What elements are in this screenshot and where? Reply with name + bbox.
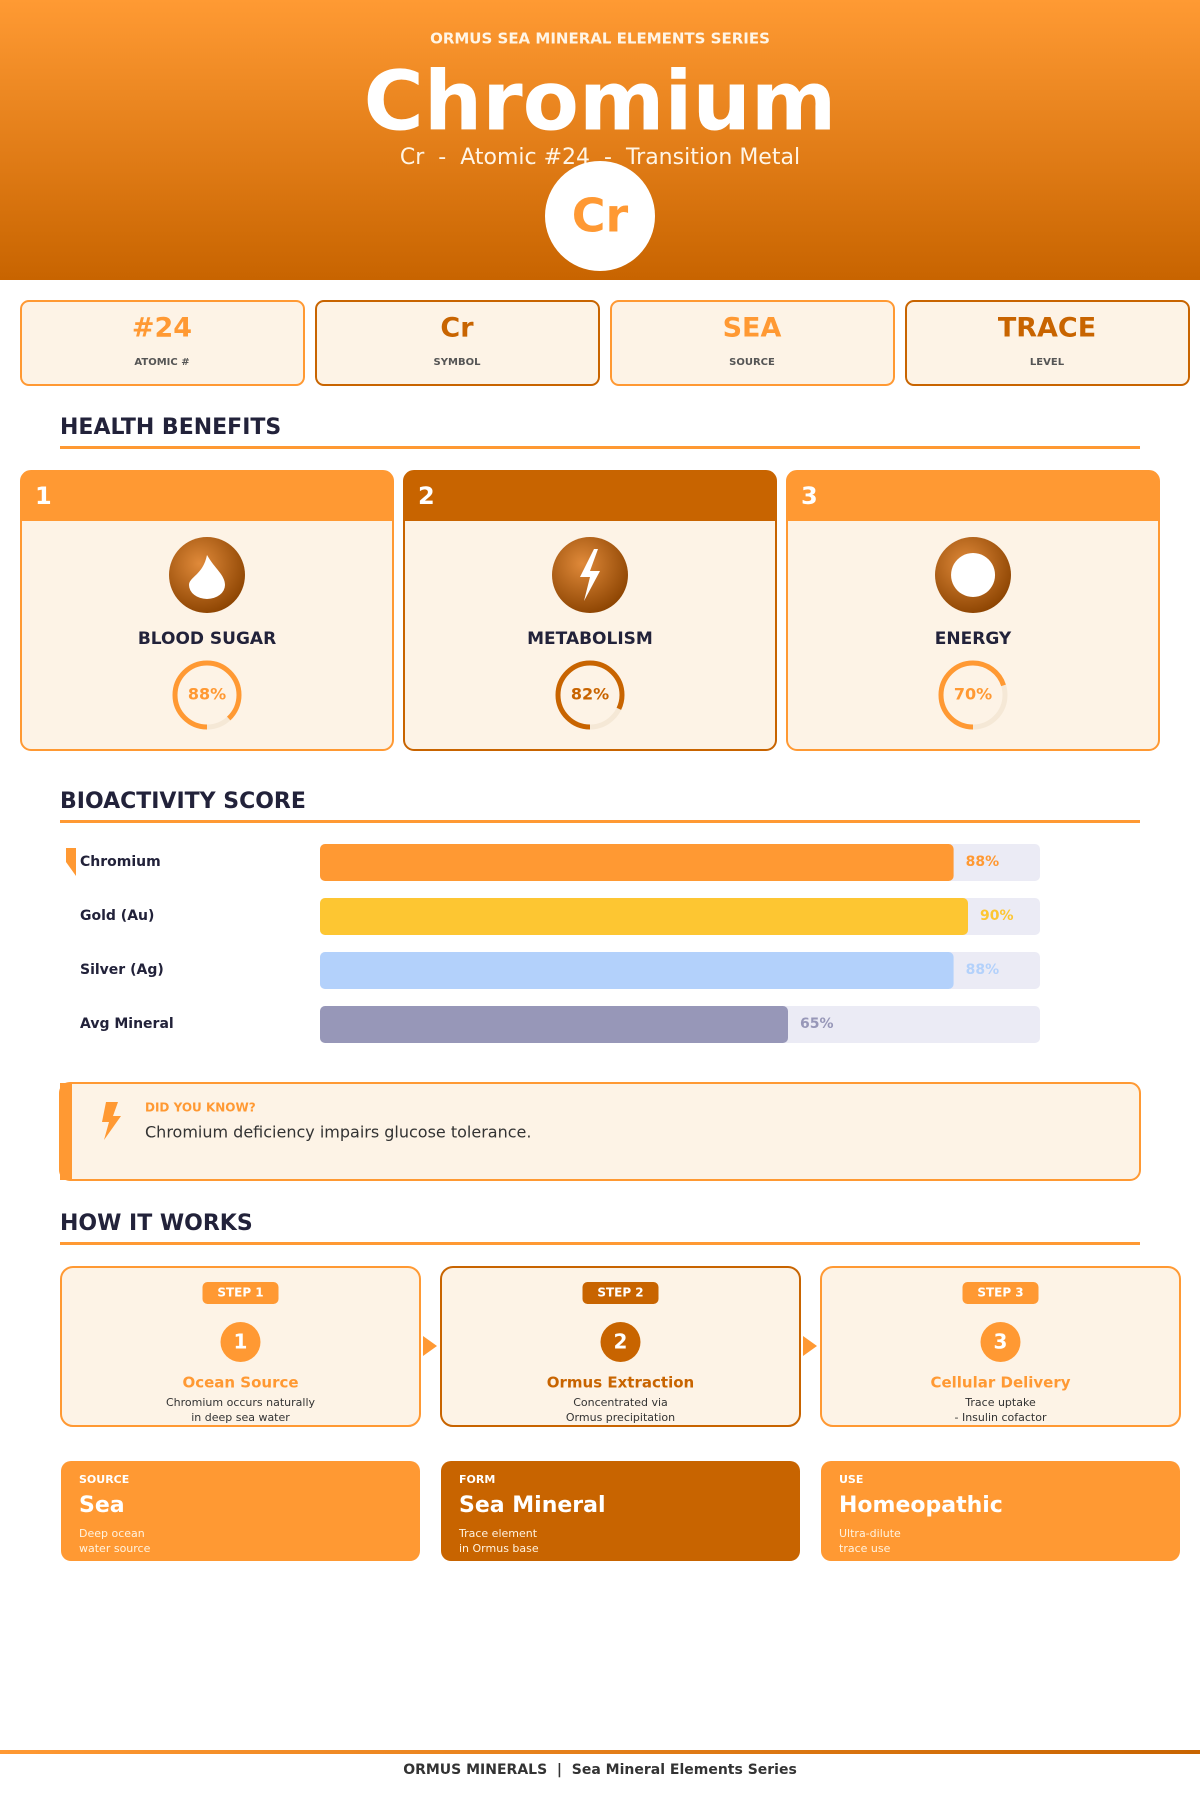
ring-label: 70% <box>954 685 992 704</box>
step-badge-text: STEP 3 <box>977 1286 1023 1300</box>
section-underline <box>60 446 1140 449</box>
info-card-text: water source <box>79 1542 151 1555</box>
info-card-value: Homeopathic <box>839 1493 1003 1518</box>
stat-label: LEVEL <box>1030 357 1065 368</box>
info-card-text: trace use <box>839 1542 891 1555</box>
step-badge <box>962 1282 1039 1304</box>
step-badge <box>582 1282 659 1304</box>
info-card-text: Trace element <box>458 1527 538 1540</box>
section-underline <box>60 1242 1140 1245</box>
step-arrow <box>803 1336 817 1356</box>
symbol-badge <box>545 161 655 271</box>
benefit-header <box>21 471 393 521</box>
ring-value <box>172 660 242 730</box>
stat-value: TRACE <box>998 313 1096 344</box>
step-badge-text: STEP 2 <box>597 1286 643 1300</box>
bar-label: Silver (Ag) <box>80 962 164 978</box>
info-card-label: FORM <box>459 1473 495 1486</box>
section-title: HOW IT WORKS <box>60 1211 253 1236</box>
step-circle <box>600 1322 641 1362</box>
bar-value-label: 88% <box>966 854 1000 870</box>
highlight-marker <box>66 848 76 876</box>
ring-label: 82% <box>571 685 609 704</box>
step-title: Ormus Extraction <box>547 1374 694 1392</box>
stat-label: SOURCE <box>729 357 775 368</box>
step-circle <box>220 1322 261 1362</box>
step-title: Cellular Delivery <box>930 1374 1070 1392</box>
stat-box <box>905 300 1190 386</box>
step-number: 1 <box>234 1330 248 1354</box>
bar-value-label: 65% <box>800 1016 834 1032</box>
symbol-badge-text: Cr <box>572 189 629 243</box>
info-card-text: Ultra-dilute <box>839 1527 901 1540</box>
step-arrow <box>423 1336 437 1356</box>
fact-accent <box>60 1083 72 1180</box>
step-number: 3 <box>994 1330 1008 1354</box>
stat-value: #24 <box>132 313 192 344</box>
info-card-value: Sea Mineral <box>459 1493 606 1518</box>
footer-line <box>0 1750 1200 1754</box>
benefit-name: METABOLISM <box>527 629 653 649</box>
step-text: Chromium occurs naturally <box>166 1396 316 1409</box>
benefit-icon-glyph <box>189 555 225 599</box>
benefit-name: ENERGY <box>935 629 1012 649</box>
bar <box>320 898 968 935</box>
step-circle <box>980 1322 1021 1362</box>
bar <box>320 1006 788 1043</box>
bar-label: Gold (Au) <box>80 908 154 924</box>
stat-box <box>610 300 895 386</box>
fact-icon <box>102 1102 121 1140</box>
stat-box <box>20 300 305 386</box>
step-text: Ormus precipitation <box>566 1411 675 1424</box>
section-title: HEALTH BENEFITS <box>60 415 281 440</box>
info-card-text: in Ormus base <box>459 1542 539 1555</box>
element-title: Chromium <box>364 54 837 149</box>
info-card-value: Sea <box>79 1493 125 1518</box>
benefit-icon-glyph <box>580 549 600 601</box>
bar <box>320 844 954 881</box>
benefit-header <box>787 471 1159 521</box>
info-card <box>821 1461 1180 1561</box>
bar-value-label: 90% <box>980 908 1014 924</box>
bar <box>320 952 954 989</box>
ring-value <box>938 660 1008 730</box>
step-number: 2 <box>614 1330 628 1354</box>
benefit-number: 3 <box>801 482 818 510</box>
section-title: BIOACTIVITY SCORE <box>60 789 306 814</box>
stat-label: ATOMIC # <box>134 357 189 368</box>
section-underline <box>60 820 1140 823</box>
step-text: - Insulin cofactor <box>955 1411 1047 1424</box>
fact-title: DID YOU KNOW? <box>145 1101 256 1115</box>
ring-value <box>555 660 625 730</box>
step-text: Trace uptake <box>964 1396 1036 1409</box>
step-text: Concentrated via <box>573 1396 668 1409</box>
benefit-number: 2 <box>418 482 435 510</box>
info-card-label: USE <box>839 1473 863 1486</box>
bar-label: Chromium <box>80 854 161 870</box>
step-badge <box>202 1282 279 1304</box>
stat-box <box>315 300 600 386</box>
stat-value: Cr <box>440 313 474 344</box>
benefit-header <box>404 471 776 521</box>
benefit-name: BLOOD SUGAR <box>138 629 276 649</box>
fact-text: Chromium deficiency impairs glucose tole… <box>145 1123 531 1142</box>
benefit-icon-glyph <box>951 553 996 597</box>
benefit-number: 1 <box>35 482 52 510</box>
stat-value: SEA <box>723 313 782 344</box>
step-title: Ocean Source <box>182 1374 298 1392</box>
info-card-text: Deep ocean <box>79 1527 145 1540</box>
step-badge-text: STEP 1 <box>217 1286 263 1300</box>
stat-label: SYMBOL <box>434 357 482 368</box>
info-card <box>441 1461 800 1561</box>
series-label: ORMUS SEA MINERAL ELEMENTS SERIES <box>430 30 770 48</box>
info-card <box>61 1461 420 1561</box>
info-card-label: SOURCE <box>79 1473 129 1486</box>
bar-value-label: 88% <box>966 962 1000 978</box>
step-text: in deep sea water <box>191 1411 290 1424</box>
ring-label: 88% <box>188 685 226 704</box>
bar-label: Avg Mineral <box>80 1016 174 1032</box>
footer-text: ORMUS MINERALS | Sea Mineral Elements Se… <box>403 1762 797 1778</box>
